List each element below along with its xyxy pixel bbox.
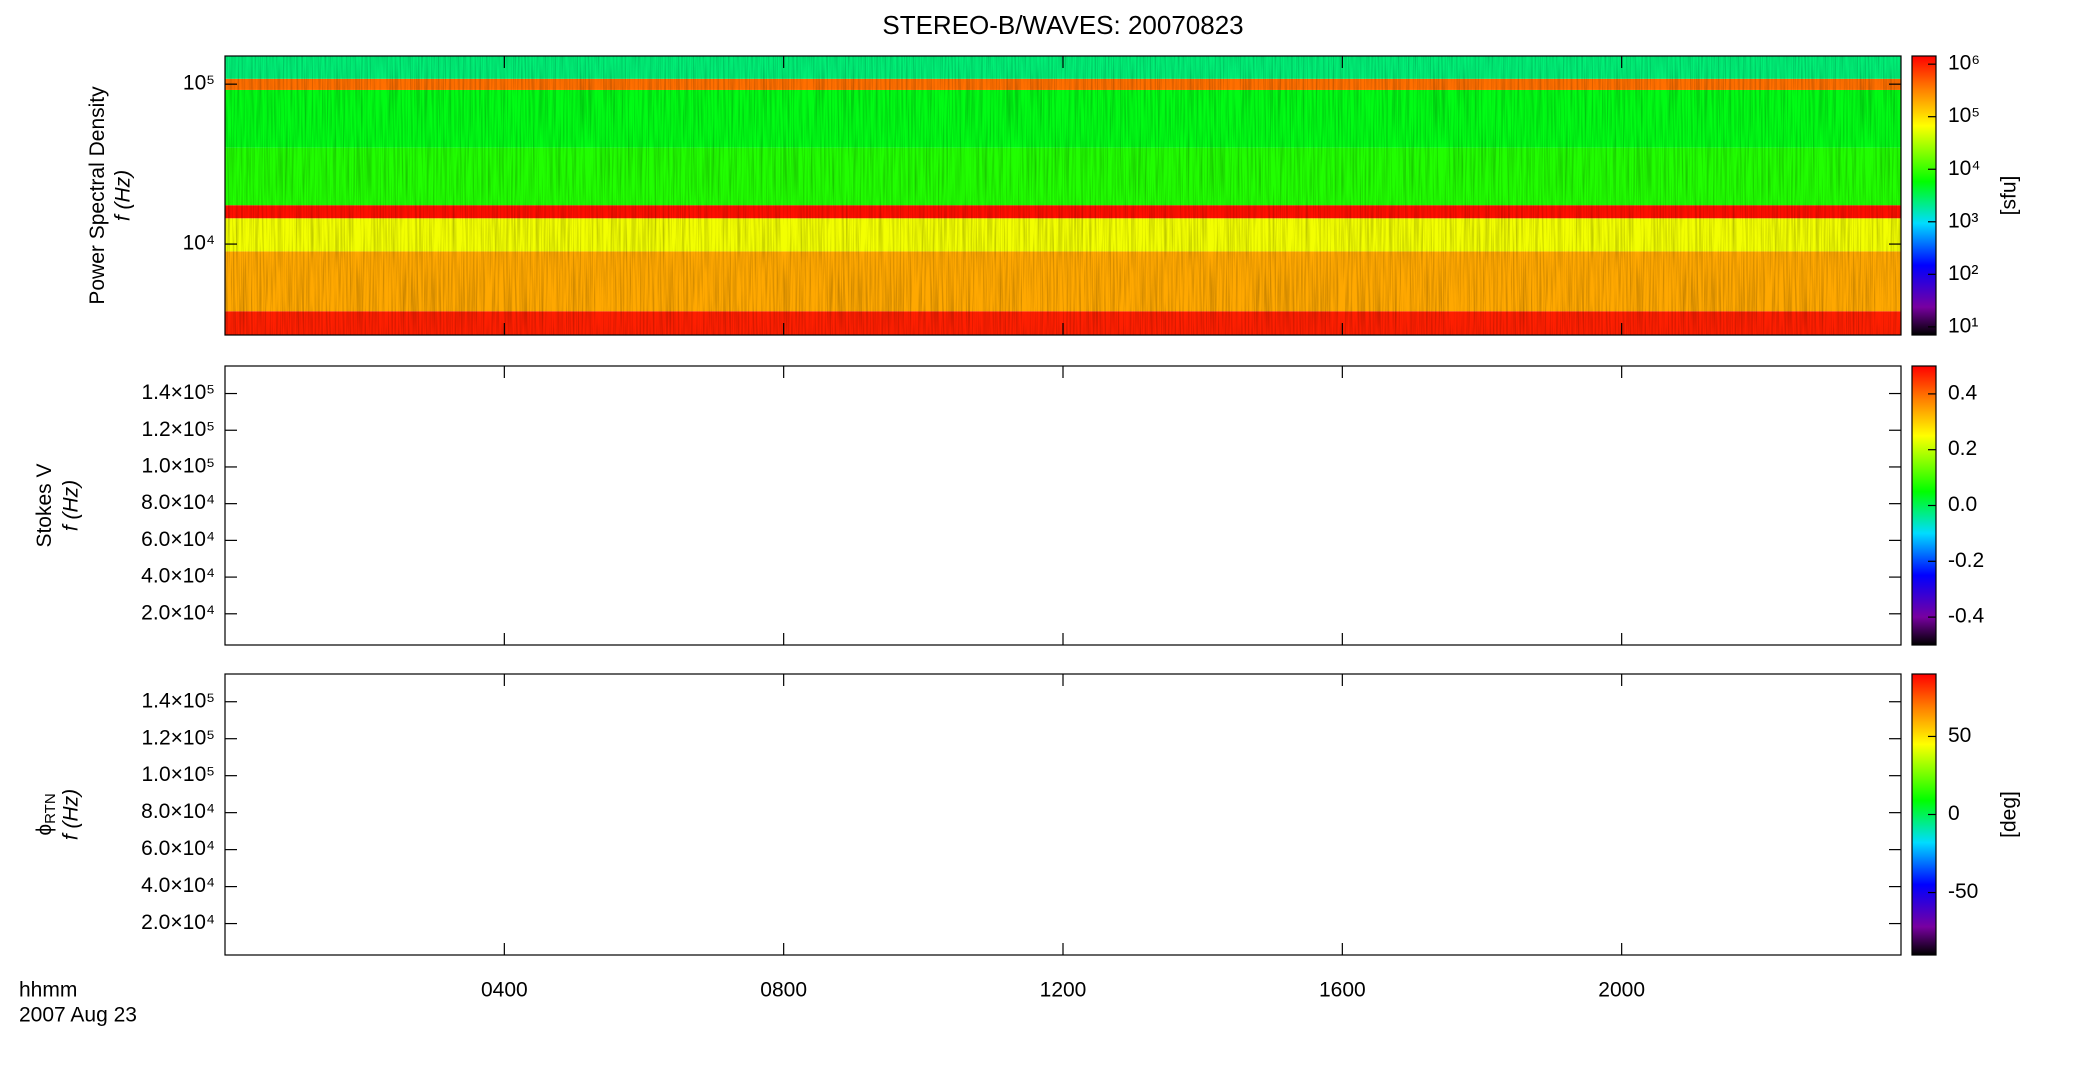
- colorbar-tick-label: 0.2: [1948, 437, 1977, 460]
- y-tick-label: 6.0×10⁴: [141, 837, 215, 860]
- y-tick-label: 1.4×10⁵: [141, 381, 215, 404]
- colorbar-tick-label: -0.4: [1948, 605, 1985, 628]
- y-tick-label: 2.0×10⁴: [141, 601, 215, 624]
- x-tick-label: 1200: [1040, 979, 1087, 1002]
- x-axis-label: hhmm: [19, 979, 77, 1002]
- colorbar-tick-label: 50: [1948, 724, 1971, 747]
- colorbar-tick-label: 10¹: [1948, 314, 1978, 337]
- chart-title: STEREO-B/WAVES: 20070823: [882, 10, 1243, 40]
- x-tick-label: 0800: [760, 979, 807, 1002]
- y-tick-label: 6.0×10⁴: [141, 528, 215, 551]
- y-tick-label: 1.0×10⁵: [141, 455, 215, 478]
- y-axis-label-2: f (Hz): [60, 789, 83, 840]
- y-tick-label: 10⁵: [183, 72, 215, 95]
- plot-frame: [224, 673, 1902, 956]
- x-tick-label: 2000: [1598, 979, 1645, 1002]
- y-tick-label: 1.0×10⁵: [141, 763, 215, 786]
- texture: [225, 56, 1901, 335]
- colorbar-tick-label: 0.0: [1948, 493, 1977, 516]
- plot-frame: [224, 365, 1902, 646]
- colorbar-tick-label: 0.4: [1948, 381, 1978, 404]
- colorbar-tick-label: 0: [1948, 802, 1960, 825]
- colorbar-label: [deg]: [1998, 791, 2021, 838]
- y-tick-label: 8.0×10⁴: [141, 800, 215, 823]
- y-axis-label-sub: RTN: [42, 793, 59, 824]
- colorbar-tick-label: -0.2: [1948, 549, 1984, 572]
- y-tick-label: 1.4×10⁵: [141, 689, 215, 712]
- y-axis-label-text: Stokes V: [33, 463, 56, 547]
- x-tick-label: 1600: [1319, 979, 1366, 1002]
- colorbar-tick-label: 10⁴: [1948, 157, 1980, 180]
- y-tick-label: 8.0×10⁴: [141, 491, 215, 514]
- x-tick-label: 0400: [481, 979, 528, 1002]
- y-axis-label: Power Spectral Density: [86, 86, 109, 305]
- colorbar: [1911, 55, 1937, 336]
- y-tick-label: 10⁴: [183, 232, 215, 255]
- colorbar-tick-label: 10⁵: [1948, 104, 1980, 127]
- y-tick-label: 1.2×10⁵: [141, 726, 215, 749]
- y-axis-label: ϕRTN: [33, 793, 59, 835]
- colorbar-label: [sfu]: [1998, 176, 2021, 216]
- y-axis-label-2: f (Hz): [60, 480, 83, 531]
- y-tick-label: 2.0×10⁴: [141, 911, 215, 934]
- colorbar-tick-label: -50: [1948, 880, 1978, 903]
- y-axis-label-text: Power Spectral Density: [86, 86, 109, 305]
- colorbar-tick-label: 10³: [1948, 209, 1978, 232]
- y-axis-label-2: f (Hz): [112, 170, 135, 221]
- y-tick-label: 4.0×10⁴: [141, 565, 215, 588]
- y-axis-label: Stokes V: [33, 463, 56, 547]
- colorbar-tick-label: 10²: [1948, 262, 1978, 285]
- y-tick-label: 1.2×10⁵: [141, 418, 215, 441]
- date-label: 2007 Aug 23: [19, 1004, 137, 1027]
- colorbar-tick-label: 10⁶: [1948, 52, 1980, 75]
- y-axis-label-text: ϕ: [33, 824, 56, 836]
- y-tick-label: 4.0×10⁴: [141, 874, 215, 897]
